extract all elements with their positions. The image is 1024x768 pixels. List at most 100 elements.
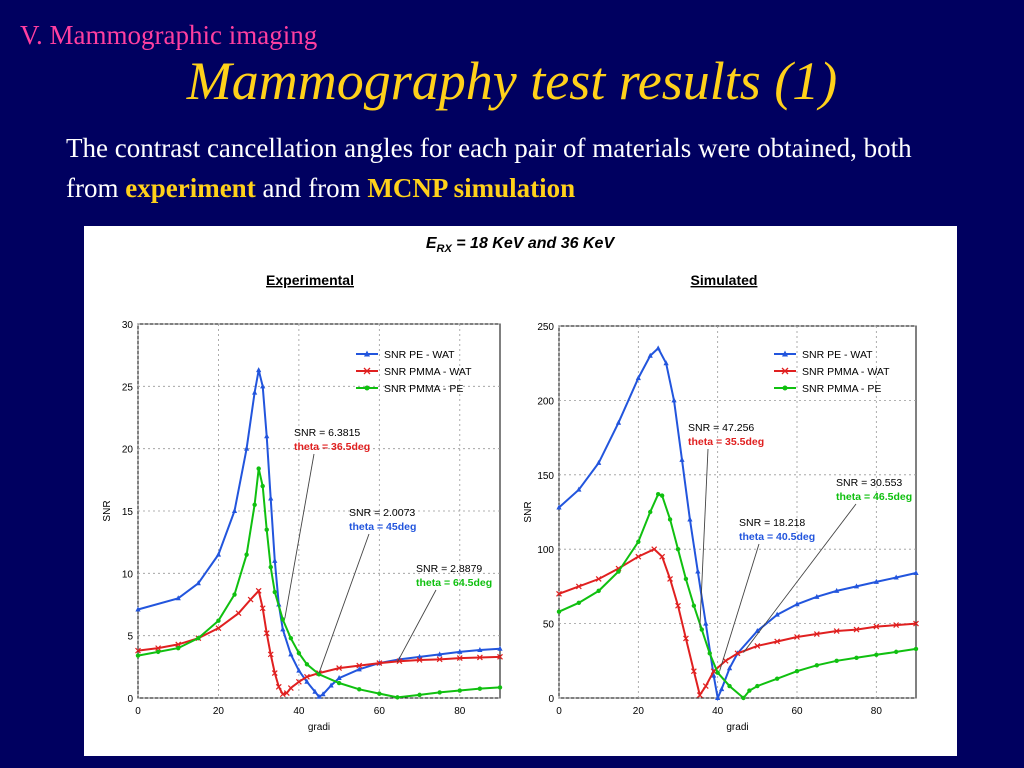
- annotation-label: SNR = 2.8879: [416, 563, 482, 575]
- data-point: [659, 553, 666, 560]
- data-point: [699, 627, 704, 632]
- data-point: [913, 646, 919, 652]
- data-point: [913, 620, 919, 627]
- data-point: [232, 592, 237, 597]
- data-point: [814, 593, 820, 599]
- x-tick-label: 20: [633, 706, 645, 717]
- data-point: [794, 669, 800, 674]
- y-tick-label: 15: [122, 507, 134, 518]
- annotation-label: SNR = 6.3815: [294, 427, 360, 439]
- data-point: [316, 672, 322, 677]
- data-point: [215, 625, 222, 632]
- data-point: [267, 651, 274, 658]
- section-label: V. Mammographic imaging: [20, 20, 318, 50]
- legend-experimental: SNR PE - WAT SNR PMMA - WAT SNR PMMA - PE: [356, 349, 472, 395]
- x-tick-label: 80: [871, 706, 883, 717]
- data-point: [853, 583, 860, 589]
- data-point: [252, 389, 258, 395]
- data-point: [235, 610, 242, 617]
- data-point: [754, 642, 761, 649]
- legend-marker: [364, 350, 370, 357]
- annotation: SNR = 2.8879 theta = 64.5deg: [397, 563, 492, 663]
- data-point: [715, 670, 720, 675]
- y-tick-label: 100: [537, 545, 554, 556]
- data-point: [679, 456, 685, 462]
- plot-frame-simulated: [558, 325, 917, 699]
- data-point: [794, 634, 800, 640]
- data-point: [703, 620, 709, 626]
- y-tick-label: 20: [122, 445, 134, 456]
- legend-marker: [363, 367, 371, 375]
- chart-title-experimental: Experimental: [266, 272, 354, 288]
- data-point: [834, 658, 839, 663]
- data-point: [734, 650, 741, 657]
- y-tick-label: 5: [127, 632, 133, 643]
- x-tick-label: 20: [213, 706, 225, 717]
- data-point: [437, 651, 443, 657]
- data-point: [655, 345, 661, 351]
- annotation-detail: theta = 46.5deg: [836, 491, 912, 503]
- data-point: [260, 383, 266, 389]
- data-point: [288, 651, 294, 657]
- data-point: [755, 683, 760, 689]
- data-point: [336, 675, 342, 681]
- data-point: [663, 360, 669, 366]
- data-point: [280, 617, 285, 622]
- series-line: [137, 588, 501, 696]
- data-point: [263, 630, 270, 637]
- y-tick-label: 25: [122, 382, 134, 393]
- legend-marker: [781, 367, 789, 375]
- data-point: [675, 602, 681, 609]
- data-point: [256, 466, 261, 471]
- data-point: [696, 692, 703, 698]
- legend-label: SNR PE - WAT: [802, 349, 873, 361]
- figure-panel: ERX = 18 KeV and 36 KeV Experimental 0 20 4…: [84, 226, 957, 756]
- data-point: [702, 683, 709, 690]
- series-pmma-pe: [135, 466, 503, 700]
- data-point: [255, 587, 262, 594]
- annotation-leader: [397, 589, 437, 663]
- legend-label: SNR PE - WAT: [384, 349, 455, 361]
- chart-experimental: Experimental 0 20 40 60 80 0 5 10 15 20 25 30 gradi SN…: [102, 272, 503, 733]
- data-point: [596, 588, 601, 594]
- data-point: [635, 553, 642, 560]
- annotation-leader: [318, 533, 370, 674]
- data-point: [719, 686, 725, 692]
- energy-caption-subscript: RX: [437, 243, 453, 255]
- data-point: [893, 574, 899, 580]
- data-point: [155, 649, 161, 655]
- data-point: [874, 652, 879, 658]
- x-axis-label: gradi: [726, 722, 748, 733]
- data-point: [556, 504, 562, 510]
- data-point: [794, 601, 800, 607]
- data-point: [893, 622, 900, 629]
- data-point: [814, 663, 820, 668]
- y-tick-label: 200: [537, 396, 554, 407]
- data-point: [376, 660, 383, 667]
- data-point: [175, 641, 182, 648]
- data-point: [477, 647, 483, 653]
- data-point: [320, 691, 326, 697]
- data-point: [176, 645, 181, 651]
- data-point: [774, 611, 780, 617]
- data-point: [296, 650, 302, 656]
- y-tick-label: 30: [122, 320, 134, 331]
- data-point: [260, 483, 265, 489]
- data-point: [175, 595, 181, 601]
- data-point: [244, 552, 249, 557]
- legend-marker: [782, 350, 788, 357]
- data-point: [135, 606, 141, 612]
- data-point: [356, 662, 363, 669]
- x-tick-label: 40: [293, 706, 305, 717]
- data-point: [695, 568, 701, 574]
- annotation-leader: [699, 448, 709, 628]
- data-point: [691, 603, 697, 608]
- data-point: [727, 683, 732, 689]
- x-tick-label: 40: [712, 706, 724, 717]
- legend-label: SNR PMMA - PE: [802, 383, 881, 395]
- data-point: [687, 516, 693, 522]
- chart-title-simulated: Simulated: [691, 272, 758, 288]
- data-point: [271, 670, 278, 676]
- x-tick-label: 60: [374, 706, 386, 717]
- annotation: SNR = 47.256 theta = 35.5deg: [688, 422, 764, 628]
